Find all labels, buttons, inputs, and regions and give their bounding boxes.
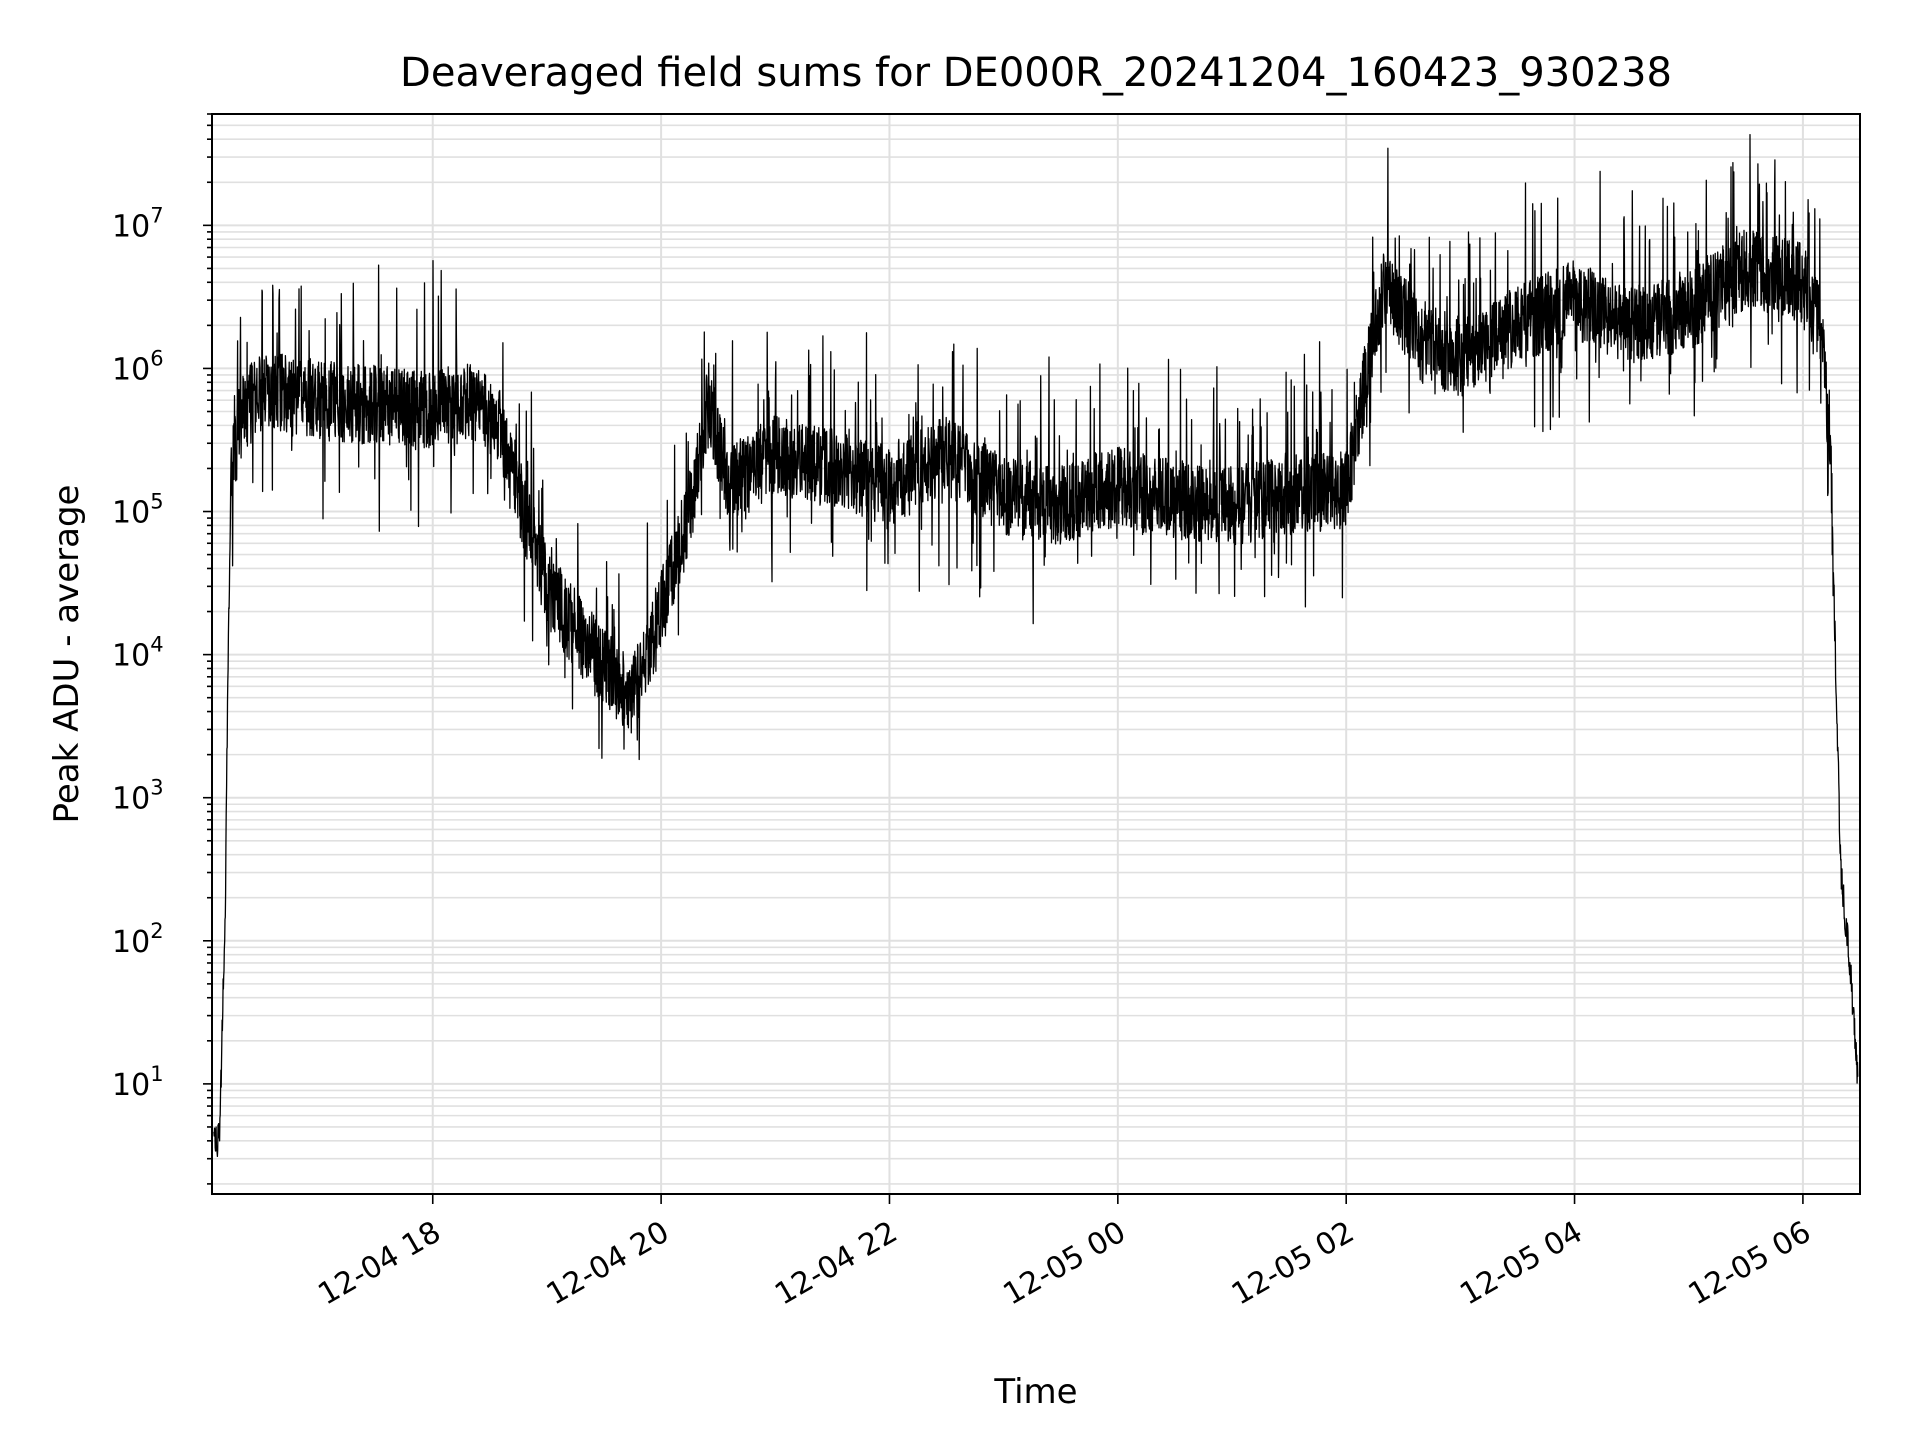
x-tick-label: 12-05 06 — [1683, 1215, 1817, 1313]
x-tick-label: 12-05 04 — [1454, 1215, 1588, 1313]
x-tick-label: 12-05 02 — [1226, 1215, 1360, 1313]
x-tick-label: 12-04 22 — [769, 1215, 903, 1313]
y-tick-label: 104 — [112, 633, 164, 674]
series-line — [213, 133, 1859, 1158]
x-tick-label: 12-05 00 — [998, 1215, 1132, 1313]
y-tick-label: 106 — [112, 346, 164, 387]
y-tick-label: 102 — [112, 919, 164, 960]
y-tick-label: 107 — [112, 203, 164, 244]
y-tick-label: 105 — [112, 490, 164, 531]
x-tick-label: 12-04 18 — [312, 1215, 446, 1313]
y-tick-label: 103 — [112, 776, 164, 817]
chart-title: Deaveraged field sums for DE000R_2024120… — [400, 50, 1672, 96]
ticks: 101 102 103 104 105 106 107 12-04 18 12-04 20 12-… — [112, 113, 1817, 1313]
series-line-group — [213, 133, 1859, 1158]
grid — [212, 113, 1860, 1194]
x-tick-label: 12-04 20 — [541, 1215, 675, 1313]
y-tick-label: 101 — [112, 1062, 164, 1103]
y-axis-title: Peak ADU - average — [47, 485, 87, 824]
x-axis-title: Time — [993, 1372, 1077, 1412]
